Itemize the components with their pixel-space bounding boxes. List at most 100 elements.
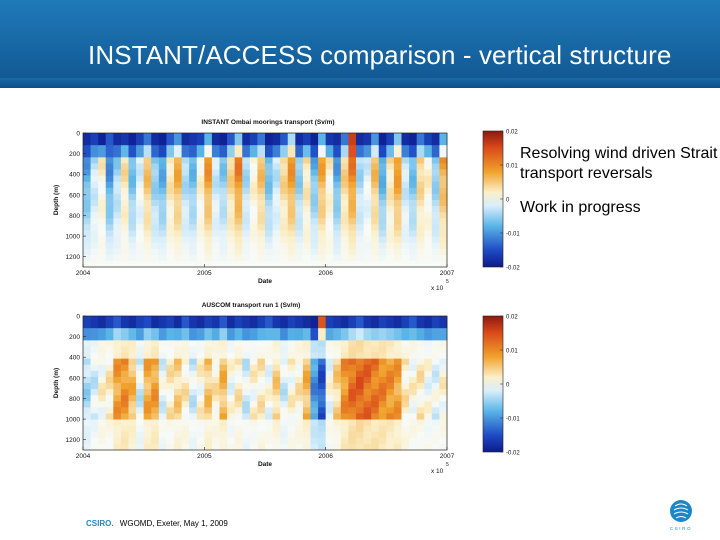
heatmap-cell: [249, 316, 258, 323]
heatmap-cell: [249, 187, 258, 195]
heatmap-cell: [416, 133, 425, 140]
heatmap-cell: [257, 407, 266, 414]
heatmap-cell: [136, 133, 145, 140]
heatmap-cell: [257, 316, 266, 323]
heatmap-cell: [265, 254, 273, 262]
heatmap-cell: [120, 334, 129, 341]
heatmap-cell: [234, 157, 243, 164]
heatmap-cell: [136, 157, 145, 164]
heatmap-cell: [302, 322, 311, 329]
heatmap-cell: [136, 395, 145, 402]
heatmap-cell: [234, 175, 243, 183]
heatmap-cell: [105, 346, 114, 353]
heatmap-cell: [211, 370, 220, 378]
heatmap-cell: [227, 133, 236, 140]
heatmap-cell: [416, 370, 425, 378]
heatmap-cell: [378, 175, 387, 183]
heatmap-cell: [204, 437, 213, 445]
heatmap-cell: [378, 230, 387, 237]
heatmap-cell: [227, 206, 236, 213]
heatmap-cell: [219, 230, 228, 237]
heatmap-cell: [424, 425, 433, 433]
heatmap-cell: [113, 218, 122, 225]
heatmap-cell: [113, 163, 122, 170]
heatmap-cell: [393, 200, 402, 207]
heatmap-cell: [249, 413, 258, 420]
heatmap-cell: [409, 193, 418, 201]
heatmap-cell: [439, 145, 448, 152]
heatmap-cell: [98, 395, 107, 402]
heatmap-cell: [151, 334, 160, 341]
heatmap-cell: [340, 346, 349, 353]
y-tick-label: 400: [69, 355, 80, 362]
heatmap-cell: [158, 175, 167, 183]
heatmap-cell: [181, 395, 190, 402]
heatmap-cell: [318, 322, 327, 329]
heatmap-cell: [409, 425, 418, 433]
heatmap-cell: [219, 218, 228, 225]
heatmap-cell: [98, 139, 107, 146]
heatmap-cell: [105, 181, 114, 189]
heatmap-cell: [189, 212, 198, 219]
heatmap-cell: [234, 340, 243, 347]
heatmap-cell: [302, 413, 311, 420]
heatmap-cell: [242, 364, 251, 372]
heatmap-cell: [158, 200, 167, 207]
heatmap-cell: [174, 437, 182, 445]
heatmap-cell: [325, 133, 334, 140]
heatmap-cell: [128, 431, 137, 439]
heatmap-cell: [393, 236, 402, 244]
heatmap-cell: [424, 133, 433, 140]
heatmap-cell: [151, 242, 160, 250]
heatmap-cell: [105, 145, 114, 152]
heatmap-cell: [409, 358, 418, 366]
heatmap-cell: [424, 206, 433, 213]
heatmap-cell: [181, 157, 190, 164]
x-tick-label: 2007: [440, 453, 455, 460]
y-tick-label: 600: [69, 375, 80, 382]
heatmap-cell: [318, 425, 327, 433]
heatmap-cell: [204, 389, 213, 396]
heatmap-cell: [219, 322, 228, 329]
heatmap-cell: [272, 401, 281, 408]
heatmap-cell: [249, 151, 258, 158]
heatmap-cell: [227, 236, 236, 244]
heatmap-cell: [302, 407, 311, 414]
heatmap-cell: [227, 163, 236, 170]
heatmap-cell: [211, 200, 220, 207]
heatmap-cell: [204, 260, 213, 268]
heatmap-cell: [128, 419, 137, 427]
heatmap-cell: [371, 254, 380, 262]
heatmap-cell: [166, 224, 175, 231]
heatmap-cell: [257, 163, 266, 170]
heatmap-cell: [371, 157, 380, 164]
heatmap-cell: [181, 322, 190, 329]
heatmap-cell: [356, 187, 364, 195]
heatmap-cell: [158, 212, 167, 219]
heatmap-cell: [310, 260, 319, 268]
heatmap-cell: [257, 151, 266, 158]
heatmap-cell: [249, 431, 258, 439]
heatmap-cell: [105, 419, 114, 427]
heatmap-cell: [356, 334, 364, 341]
heatmap-cell: [98, 431, 107, 439]
heatmap-cell: [143, 316, 152, 323]
heatmap-cell: [340, 133, 349, 140]
heatmap-cell: [105, 163, 114, 170]
heatmap-cell: [83, 443, 91, 451]
heatmap-cell: [295, 443, 304, 451]
heatmap-cell: [340, 370, 349, 378]
heatmap-cell: [371, 358, 380, 366]
heatmap-cell: [439, 236, 448, 244]
heatmap-cell: [280, 413, 289, 420]
heatmap-cell: [158, 230, 167, 237]
heatmap-cell: [83, 358, 91, 366]
heatmap-cell: [287, 401, 296, 408]
heatmap-cell: [249, 218, 258, 225]
heatmap-cell: [295, 352, 304, 360]
heatmap-cell: [378, 181, 387, 189]
heatmap-cell: [174, 206, 182, 213]
heatmap-cell: [249, 242, 258, 250]
heatmap-cell: [174, 401, 182, 408]
heatmap-cell: [439, 254, 448, 262]
